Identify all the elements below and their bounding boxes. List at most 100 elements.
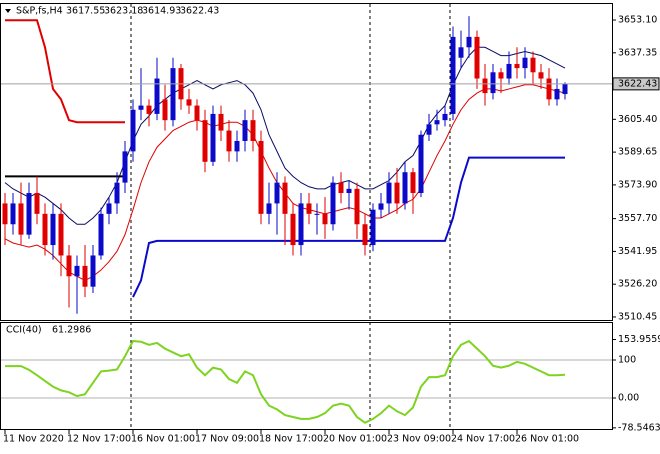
- candle-body: [266, 203, 272, 214]
- y-tick-label: 100: [618, 355, 636, 366]
- y-tick-label: 3605.40: [618, 114, 657, 125]
- cci-line: [5, 339, 566, 424]
- current-price-label: 3622.43: [618, 78, 657, 89]
- candle-body: [74, 265, 80, 277]
- candle-body: [498, 72, 504, 79]
- x-tick-label: 23 Nov 09:00: [387, 434, 451, 445]
- candle-body: [146, 105, 152, 114]
- candle-body: [186, 99, 192, 106]
- candle-body: [530, 57, 536, 73]
- y-tick-label: 3573.90: [618, 179, 657, 190]
- candle-body: [490, 72, 496, 94]
- x-tick-label: 18 Nov 17:00: [259, 434, 323, 445]
- candle-body: [194, 105, 200, 121]
- candle-body: [122, 151, 128, 183]
- candle-body: [442, 113, 448, 121]
- candle-body: [386, 182, 392, 204]
- candle-body: [450, 36, 456, 114]
- high-value: 3623.18: [104, 6, 143, 17]
- menu-arrow: [5, 9, 11, 13]
- candle-body: [250, 120, 256, 141]
- y-tick-label: 3510.45: [618, 311, 657, 322]
- candle-body: [554, 88, 560, 100]
- candle-body: [538, 72, 544, 79]
- candle-body: [138, 105, 144, 110]
- y-tick-label: 3541.95: [618, 246, 657, 257]
- candle-body: [346, 188, 352, 194]
- y-tick-label: 3526.20: [618, 279, 657, 290]
- candle-body: [162, 99, 168, 121]
- candle-body: [458, 47, 464, 58]
- candle-body: [202, 120, 208, 162]
- candle-body: [234, 140, 240, 152]
- y-tick-label: 3653.10: [618, 15, 657, 26]
- candle-body: [410, 172, 416, 194]
- x-tick-label: 12 Nov 17:00: [67, 434, 131, 445]
- candle-body: [322, 213, 328, 225]
- candle-body: [330, 182, 336, 225]
- x-tick-label: 26 Nov 01:00: [515, 434, 579, 445]
- candle-body: [426, 124, 432, 135]
- candle-body: [218, 113, 224, 131]
- candle-body: [210, 113, 216, 162]
- cci-value: 61.2986: [52, 325, 91, 336]
- candle-body: [546, 78, 552, 100]
- y-tick-label: 3589.65: [618, 147, 657, 158]
- candle-body: [306, 203, 312, 214]
- candle-body: [10, 203, 16, 225]
- candle-body: [34, 193, 40, 214]
- candle-body: [338, 182, 344, 194]
- x-tick-label: 17 Nov 09:00: [195, 434, 259, 445]
- candle-body: [418, 134, 424, 194]
- main-frame: [0, 3, 613, 321]
- candle-body: [42, 213, 48, 246]
- x-tick-label: 24 Nov 17:00: [451, 434, 515, 445]
- candle-body: [314, 213, 320, 215]
- candle-body: [50, 213, 56, 246]
- indicator-line: [4, 46, 566, 225]
- candle-body: [90, 255, 96, 287]
- y-tick-label: 3557.70: [618, 213, 657, 224]
- symbol: S&P,fs,H4: [16, 6, 63, 17]
- candle-body: [466, 36, 472, 48]
- candle-body: [226, 130, 232, 152]
- candle-body: [298, 203, 304, 246]
- candle-body: [242, 120, 248, 141]
- candle-body: [282, 182, 288, 214]
- close-value: 3622.43: [180, 6, 219, 17]
- candle-body: [98, 213, 104, 256]
- candle-body: [18, 203, 24, 235]
- candle-body: [354, 188, 360, 225]
- candle-body: [482, 78, 488, 94]
- indicator-line: [5, 19, 125, 124]
- open-value: 3617.55: [66, 6, 105, 17]
- candle-body: [290, 213, 296, 246]
- candle-body: [362, 224, 368, 246]
- candle-body: [394, 182, 400, 204]
- candle-body: [402, 172, 408, 204]
- candle-body: [58, 213, 64, 256]
- candle-body: [258, 140, 264, 214]
- candle-body: [378, 203, 384, 210]
- candle-body: [26, 193, 32, 235]
- candle-body: [154, 78, 160, 114]
- candle-body: [522, 57, 528, 69]
- cci-frame: [0, 322, 613, 430]
- candle-body: [514, 63, 520, 69]
- low-value: 3614.93: [142, 6, 181, 17]
- x-tick-label: 16 Nov 01:00: [131, 434, 195, 445]
- cci-title: CCI(40): [6, 325, 42, 336]
- candle-body: [114, 182, 120, 204]
- candle-body: [506, 63, 512, 79]
- candle-body: [66, 255, 72, 277]
- indicator-line: [132, 156, 565, 298]
- y-tick-label: 153.9559: [618, 334, 660, 345]
- candle-body: [474, 36, 480, 79]
- y-tick-label: 3637.35: [618, 47, 657, 58]
- candle-body: [2, 203, 8, 225]
- x-tick-label: 20 Nov 01:00: [323, 434, 387, 445]
- candle-body: [82, 265, 88, 287]
- candle-body: [370, 209, 376, 246]
- x-tick-label: 11 Nov 2020: [3, 434, 64, 445]
